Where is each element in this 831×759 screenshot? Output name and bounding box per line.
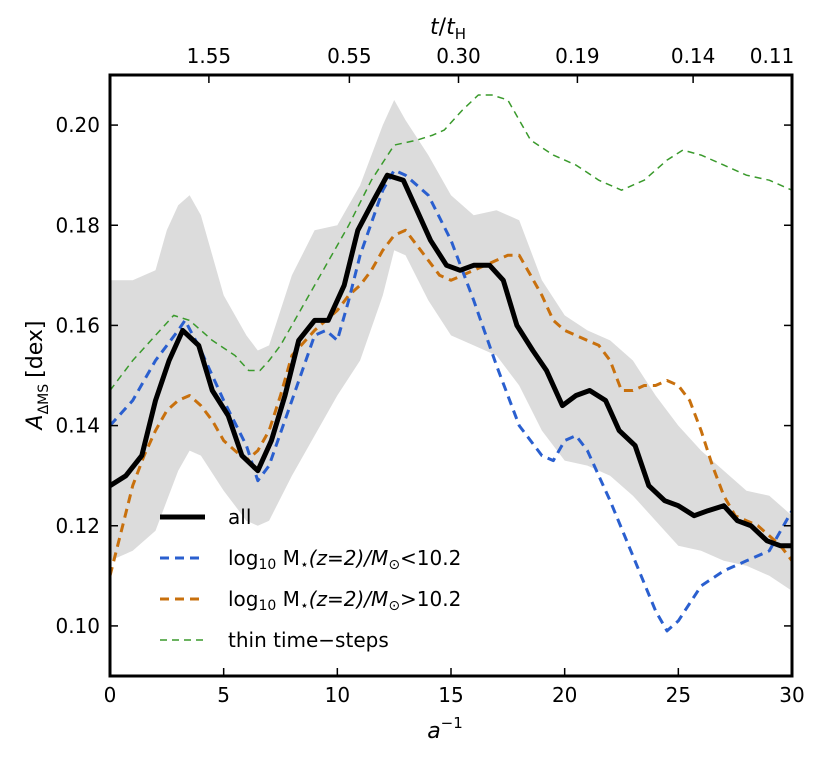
top-tick-label: 0.55 xyxy=(327,44,372,68)
y-tick-label: 0.12 xyxy=(55,514,100,538)
ticks-layer: 0 5 10 15 20 25 30 0.10 0.12 0.14 0.16 0.18 0.20 1.55… xyxy=(55,44,804,707)
series-line-0 xyxy=(108,172,792,549)
legend-label-low-mass: log10 M⋆(z=2)/M⊙<10.2 xyxy=(228,546,461,573)
scatter-band xyxy=(110,100,792,591)
top-axis-label: t/tH xyxy=(430,15,466,43)
top-tick-label: 0.11 xyxy=(750,44,795,68)
svg-text:AΔMS[dex]: AΔMS[dex] xyxy=(23,321,52,432)
top-tick-label: 0.14 xyxy=(671,44,716,68)
y-tick-label: 0.20 xyxy=(55,113,100,137)
x-tick-label: 10 xyxy=(325,683,350,707)
y-tick-label: 0.16 xyxy=(55,313,100,337)
top-tick-label: 0.19 xyxy=(555,44,600,68)
legend: all log10 M⋆(z=2)/M⊙<10.2 log10 M⋆(z=2)/… xyxy=(160,505,461,652)
series-line-1 xyxy=(108,168,794,633)
series-layer xyxy=(108,94,794,633)
legend-label-all: all xyxy=(228,505,251,529)
x-tick-label: 25 xyxy=(666,683,691,707)
x-tick-label: 5 xyxy=(217,683,230,707)
y-tick-label: 0.14 xyxy=(55,414,100,438)
y-tick-label: 0.10 xyxy=(55,614,100,638)
series-line-3 xyxy=(109,94,793,391)
legend-label-thin-steps: thin time−steps xyxy=(228,628,389,652)
y-tick-label: 0.18 xyxy=(55,213,100,237)
x-axis-label: a−1 xyxy=(427,714,463,744)
y-axis-label: AΔMS[dex] xyxy=(23,321,52,432)
legend-label-high-mass: log10 M⋆(z=2)/M⊙>10.2 xyxy=(228,587,461,614)
top-tick-label: 1.55 xyxy=(187,44,232,68)
x-tick-label: 20 xyxy=(552,683,577,707)
top-tick-label: 0.30 xyxy=(436,44,481,68)
series-line-2 xyxy=(108,228,794,577)
x-tick-label: 15 xyxy=(438,683,463,707)
x-tick-label: 30 xyxy=(779,683,804,707)
x-tick-label: 0 xyxy=(104,683,117,707)
